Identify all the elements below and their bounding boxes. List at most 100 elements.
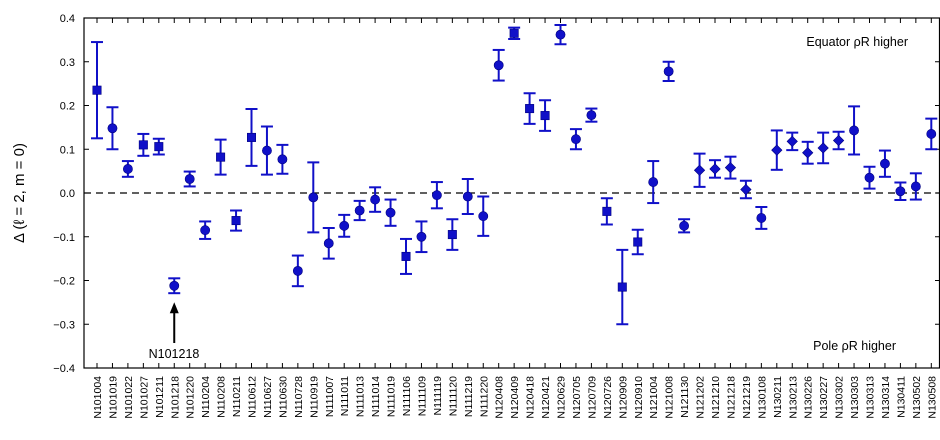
data-point-N110630 <box>276 143 289 175</box>
data-points <box>91 24 938 326</box>
x-tick-label: N130303 <box>849 376 861 419</box>
x-tick-label: N110211 <box>231 376 243 417</box>
x-tick-label: N111014 <box>370 376 382 417</box>
x-tick-label: N111220 <box>478 376 490 417</box>
x-tick-label: N120418 <box>525 376 537 419</box>
data-point-N111219 <box>461 178 474 215</box>
marker-square <box>602 206 612 216</box>
marker-circle <box>339 220 350 231</box>
marker-circle <box>648 177 659 187</box>
data-point-N120726 <box>600 197 613 226</box>
marker-circle <box>123 164 133 174</box>
x-tick-label: N111119 <box>432 376 444 416</box>
annotation-arrow-head <box>169 302 179 314</box>
plot-frame <box>83 17 940 369</box>
x-tick-label: N130313 <box>865 376 877 419</box>
data-point-N111014 <box>369 186 382 213</box>
marker-circle <box>571 134 581 145</box>
data-point-N121130 <box>678 218 691 234</box>
data-point-N121218 <box>724 155 737 180</box>
marker-circle <box>169 280 180 291</box>
marker-circle <box>323 238 334 249</box>
data-point-N120629 <box>554 24 567 46</box>
x-tick-label: N101027 <box>138 376 150 419</box>
marker-circle <box>663 66 674 77</box>
x-tick-label: N110204 <box>200 376 212 418</box>
marker-circle <box>926 129 937 139</box>
marker-diamond <box>709 163 721 175</box>
x-tick-label: N120910 <box>633 376 645 419</box>
x-tick-label: N111011 <box>339 376 351 416</box>
data-point-N121202 <box>693 152 706 188</box>
marker-square <box>216 152 226 162</box>
marker-circle <box>849 125 859 136</box>
marker-circle <box>493 60 504 71</box>
annotation-pole: Pole ρR higher <box>813 339 896 353</box>
marker-circle <box>354 205 365 216</box>
marker-circle <box>586 110 597 121</box>
x-tick-label: N120709 <box>586 376 598 419</box>
marker-square <box>231 216 241 226</box>
marker-diamond <box>786 135 798 147</box>
x-tick-label: N101019 <box>107 376 119 419</box>
x-tick-label: N130227 <box>818 376 830 419</box>
data-point-N130211 <box>770 129 783 171</box>
data-point-N130508 <box>925 117 938 151</box>
marker-diamond <box>802 147 814 159</box>
data-point-N121219 <box>739 179 752 200</box>
data-point-N130302 <box>832 130 845 151</box>
marker-diamond <box>740 183 752 196</box>
data-point-N111106 <box>400 237 412 275</box>
x-tick-label: N111120 <box>447 376 459 416</box>
marker-circle <box>679 220 689 231</box>
marker-circle <box>107 123 118 134</box>
marker-circle <box>756 213 767 223</box>
data-point-N110208 <box>214 138 227 176</box>
x-tick-label: N110630 <box>277 376 289 418</box>
x-tick-label: N101220 <box>185 376 197 419</box>
x-tick-label: N130314 <box>880 376 892 419</box>
data-point-N120408 <box>492 48 505 82</box>
marker-square <box>138 140 148 150</box>
marker-circle <box>431 190 442 201</box>
x-tick-label: N120705 <box>571 376 583 419</box>
marker-square <box>154 142 164 152</box>
marker-circle <box>478 211 489 222</box>
x-tick-label: N130108 <box>756 376 768 419</box>
x-tick-label: N121004 <box>648 376 660 419</box>
annotation-arrow-label: N101218 <box>149 347 200 361</box>
x-tick-label: N111109 <box>416 376 428 416</box>
data-point-N110211 <box>230 209 243 232</box>
y-tick-label: −0.4 <box>53 363 75 375</box>
data-point-N130303 <box>848 105 861 156</box>
marker-circle <box>910 181 921 192</box>
x-tick-label: N110612 <box>247 376 259 418</box>
marker-circle <box>200 225 211 236</box>
x-tick-label: N121218 <box>725 376 737 419</box>
y-tick-label: −0.1 <box>53 232 75 244</box>
marker-circle <box>416 231 427 242</box>
data-point-N121210 <box>709 159 721 179</box>
data-point-N111220 <box>477 195 490 237</box>
marker-diamond <box>693 164 706 176</box>
x-tick-label: N130213 <box>787 376 799 419</box>
x-tick-label: N120409 <box>509 376 521 419</box>
x-tick-label: N101022 <box>123 376 135 419</box>
x-tick-label: N101004 <box>92 376 104 419</box>
y-axis-label: Δ (ℓ = 2, m = 0) <box>11 143 28 243</box>
x-tick-label: N120726 <box>602 376 614 419</box>
y-tick-label: 0.1 <box>60 144 75 156</box>
y-tick-label: −0.2 <box>53 276 75 288</box>
data-point-N120705 <box>569 128 582 151</box>
axes <box>83 17 940 369</box>
x-tick-label: N130411 <box>895 376 907 418</box>
data-point-N101019 <box>106 106 119 151</box>
x-tick-label: N110627 <box>262 376 274 418</box>
x-tick-label: N121210 <box>710 376 722 419</box>
data-point-N130502 <box>909 172 922 201</box>
marker-circle <box>462 191 473 202</box>
data-point-N111019 <box>384 198 397 227</box>
x-tick-label: N130211 <box>772 376 784 418</box>
data-point-N120909 <box>616 248 629 326</box>
marker-square <box>540 111 550 121</box>
